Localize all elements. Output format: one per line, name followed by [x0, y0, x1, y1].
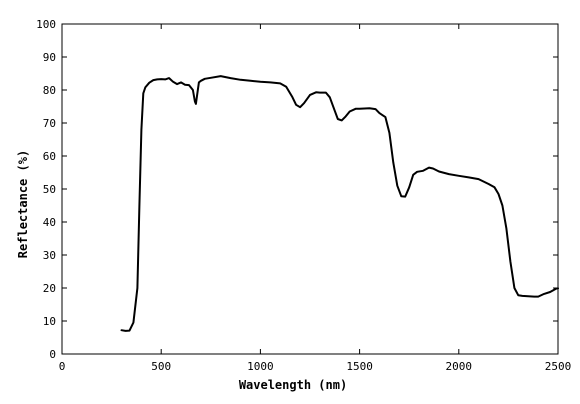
- x-tick-label: 0: [59, 360, 66, 373]
- x-tick-label: 1000: [247, 360, 274, 373]
- x-axis-title: Wavelength (nm): [239, 378, 347, 392]
- y-tick-label: 40: [43, 216, 56, 229]
- y-tick-label: 80: [43, 84, 56, 97]
- y-tick-label: 100: [36, 18, 56, 31]
- x-tick-label: 2000: [446, 360, 473, 373]
- reflectance-line: [120, 75, 559, 332]
- y-tick-label: 30: [43, 249, 56, 262]
- y-tick-label: 10: [43, 315, 56, 328]
- y-tick-label: 50: [43, 183, 56, 196]
- y-tick-label: 20: [43, 282, 56, 295]
- y-tick-label: 70: [43, 117, 56, 130]
- y-axis-title: Reflectance (%): [16, 150, 30, 258]
- x-tick-label: 500: [151, 360, 171, 373]
- x-tick-label: 2500: [545, 360, 572, 373]
- x-tick-label: 1500: [346, 360, 373, 373]
- y-tick-label: 0: [49, 348, 56, 361]
- y-tick-label: 90: [43, 51, 56, 64]
- y-tick-label: 60: [43, 150, 56, 163]
- y-axis-title-group: Reflectance (%): [16, 150, 30, 258]
